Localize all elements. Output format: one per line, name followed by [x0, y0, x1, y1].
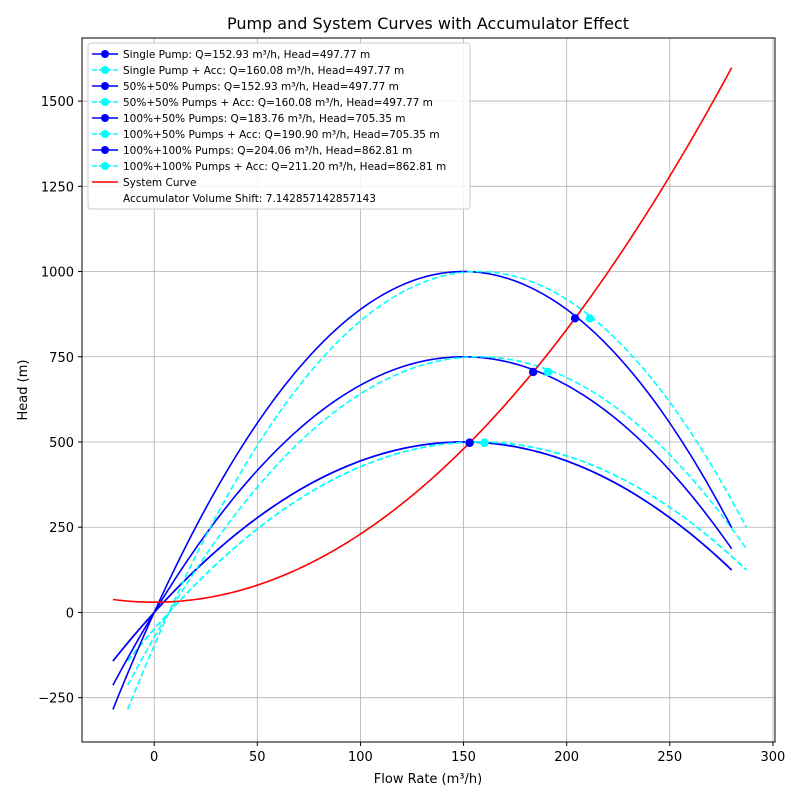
y-tick-label: 750	[49, 351, 74, 366]
operating-point-marker	[585, 314, 594, 323]
legend-entry-label: 100%+100% Pumps: Q=204.06 m³/h, Head=862…	[123, 145, 412, 157]
chart-title: Pump and System Curves with Accumulator …	[227, 14, 629, 33]
y-tick-label: 1500	[41, 95, 74, 110]
pump-curve	[112, 355, 733, 686]
operating-point-marker	[543, 367, 553, 377]
legend-entry-label: System Curve	[123, 177, 196, 189]
y-tick-label: 1250	[41, 180, 74, 195]
x-tick-label: 50	[249, 750, 266, 765]
legend-accumulator-shift: Accumulator Volume Shift: 7.142857142857…	[123, 193, 376, 205]
y-tick-label: 1000	[41, 266, 74, 281]
operating-point-marker	[528, 367, 538, 377]
x-tick-label: 300	[761, 750, 786, 765]
operating-point-marker	[465, 438, 474, 447]
legend-swatch-marker	[101, 98, 109, 106]
curves	[112, 67, 748, 710]
x-tick-label: 100	[348, 750, 373, 765]
operating-points	[465, 314, 594, 447]
x-tick-label: 250	[657, 750, 682, 765]
legend-swatch-marker	[101, 50, 109, 58]
legend-entry-label: Single Pump + Acc: Q=160.08 m³/h, Head=4…	[123, 65, 404, 77]
pump-curve	[112, 441, 733, 662]
legend-entry-label: 100%+50% Pumps + Acc: Q=190.90 m³/h, Hea…	[123, 129, 440, 141]
legend-swatch-marker	[101, 114, 109, 122]
operating-point-marker	[480, 438, 489, 447]
pump-acc-curve	[126, 355, 748, 686]
legend-swatch-marker	[101, 162, 109, 170]
y-axis-title: Head (m)	[16, 360, 31, 421]
legend: Single Pump: Q=152.93 m³/h, Head=497.77 …	[87, 42, 471, 210]
x-tick-label: 0	[150, 750, 158, 765]
legend-entry-label: 50%+50% Pumps + Acc: Q=160.08 m³/h, Head…	[123, 97, 433, 109]
legend-swatch-marker	[101, 146, 109, 154]
pump-curve	[112, 270, 733, 710]
legend-entry-label: Single Pump: Q=152.93 m³/h, Head=497.77 …	[123, 49, 370, 61]
legend-swatch-marker	[101, 82, 109, 90]
y-tick-label: 0	[66, 606, 74, 621]
system-curve	[112, 67, 733, 604]
x-tick-label: 200	[554, 750, 579, 765]
axis-ticks: 0 50 100 150 200 250 300 −250 0 250 500 750 1000 1250…	[38, 95, 785, 765]
y-tick-label: 250	[49, 521, 74, 536]
legend-frame	[87, 42, 471, 210]
y-tick-label: 500	[49, 436, 74, 451]
legend-entry-label: 100%+100% Pumps + Acc: Q=211.20 m³/h, He…	[123, 161, 446, 173]
plot-frame	[81, 37, 776, 743]
x-axis-title: Flow Rate (m³/h)	[374, 772, 482, 787]
x-tick-label: 150	[451, 750, 476, 765]
y-tick-label: −250	[38, 692, 74, 707]
operating-point-marker	[570, 314, 580, 323]
legend-entry-label: 50%+50% Pumps: Q=152.93 m³/h, Head=497.7…	[123, 81, 399, 93]
legend-swatch-marker	[101, 130, 109, 138]
legend-entry-label: 100%+50% Pumps: Q=183.76 m³/h, Head=705.…	[123, 113, 406, 125]
legend-swatch-marker	[101, 66, 109, 74]
pump-acc-curve	[126, 270, 748, 710]
